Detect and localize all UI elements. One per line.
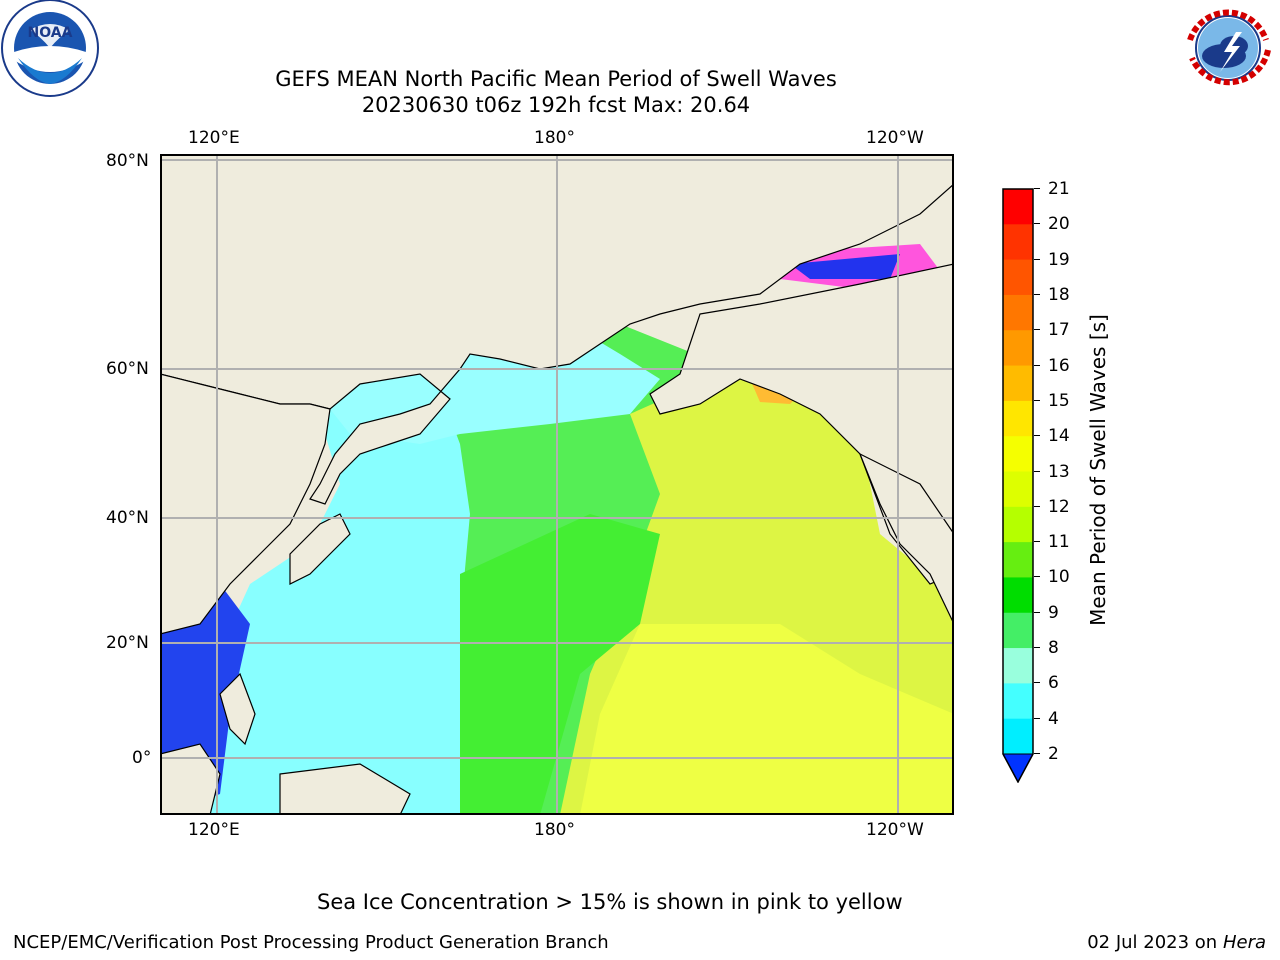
- lat-label-40n: 40°N: [106, 508, 149, 528]
- colorbar-tick-mark: [1034, 717, 1040, 719]
- colorbar-swatch: [1003, 506, 1033, 543]
- colorbar-tick-mark: [1034, 223, 1040, 225]
- colorbar-swatch: [1003, 577, 1033, 614]
- nws-logo: [1178, 0, 1280, 100]
- colorbar-tick-label: 12: [1048, 496, 1070, 517]
- land-asia-mainland: [160, 373, 331, 635]
- colorbar-tick-mark: [1034, 753, 1040, 754]
- noaa-logo-text: NOAA: [28, 25, 73, 41]
- plot-title-line1: GEFS MEAN North Pacific Mean Period of S…: [275, 67, 837, 91]
- colorbar-tick-mark: [1034, 364, 1040, 366]
- colorbar-tick-mark: [1034, 647, 1040, 649]
- lat-label-60n: 60°N: [106, 359, 149, 379]
- land-new-guinea: [279, 763, 411, 815]
- colorbar-tick-label: 8: [1048, 638, 1059, 659]
- colorbar-tick-label: 6: [1048, 673, 1059, 694]
- colorbar-tick-label: 11: [1048, 532, 1070, 553]
- colorbar-swatch: [1003, 259, 1033, 296]
- top-lon-label-120e: 120°E: [188, 128, 240, 148]
- colorbar-tick-label: 4: [1048, 708, 1059, 729]
- ocean-green-central: [460, 514, 660, 815]
- colorbar-swatch: [1003, 400, 1033, 437]
- colorbar-tick-mark: [1034, 541, 1040, 543]
- lat-label-0: 0°: [132, 748, 152, 768]
- colorbar-tick-label: 9: [1048, 602, 1059, 623]
- colorbar-swatch: [1003, 542, 1033, 578]
- bottom-lon-label-120w: 120°W: [866, 820, 924, 840]
- colorbar-tick-mark: [1034, 611, 1040, 613]
- ocean-cyan-west: [200, 364, 470, 815]
- colorbar-tick-mark: [1034, 293, 1040, 295]
- colorbar-swatch: [1003, 330, 1033, 367]
- colorbar-tick-label: 17: [1048, 320, 1070, 341]
- colorbar-label: Mean Period of Swell Waves [s]: [1086, 314, 1110, 626]
- land-japan: [289, 513, 351, 585]
- colorbar-swatch: [1003, 436, 1033, 472]
- colorbar-tick-mark: [1034, 329, 1040, 331]
- colorbar-swatch: [1003, 718, 1033, 755]
- footer-host: Hera: [1222, 932, 1266, 953]
- top-lon-label-120w: 120°W: [866, 128, 924, 148]
- land-philippines: [219, 672, 256, 746]
- ocean-yellow-southeast: [580, 624, 954, 815]
- colorbar-tick-mark: [1034, 470, 1040, 472]
- graticule: [160, 154, 954, 815]
- colorbar-swatches: [1002, 188, 1034, 784]
- footer-date-text: 02 Jul 2023 on: [1087, 932, 1223, 953]
- land-borneo: [160, 743, 221, 815]
- colorbar-tick-mark: [1034, 188, 1040, 189]
- colorbar-tick-mark: [1034, 576, 1040, 578]
- sea-ice-note: Sea Ice Concentration > 15% is shown in …: [317, 890, 903, 914]
- colorbar-tick-mark: [1034, 682, 1040, 684]
- map-panel: [160, 154, 954, 815]
- colorbar-tick-mark: [1034, 435, 1040, 437]
- colorbar-under-triangle: [1002, 753, 1034, 784]
- top-lon-label-180: 180°: [534, 128, 575, 148]
- colorbar: [1002, 188, 1034, 784]
- colorbar-tick-mark: [1034, 258, 1040, 260]
- colorbar-tick-label: 20: [1048, 214, 1070, 235]
- colorbar-tick-label: 15: [1048, 390, 1070, 411]
- colorbar-swatch: [1003, 294, 1033, 331]
- colorbar-swatch: [1003, 224, 1033, 261]
- bottom-lon-label-180: 180°: [534, 820, 575, 840]
- sea-ice-beaufort-core: [790, 254, 900, 279]
- colorbar-swatch: [1003, 189, 1033, 225]
- colorbar-tick-label: 18: [1048, 284, 1070, 305]
- colorbar-swatch: [1003, 471, 1033, 508]
- colorbar-tick-label: 16: [1048, 355, 1070, 376]
- colorbar-tick-label: 14: [1048, 426, 1070, 447]
- plot-title-line2: 20230630 t06z 192h fcst Max: 20.64: [361, 93, 751, 117]
- bottom-lon-label-120e: 120°E: [188, 820, 240, 840]
- colorbar-tick-label: 13: [1048, 461, 1070, 482]
- land-north-america: [858, 452, 954, 625]
- colorbar-tick-label: 2: [1048, 744, 1059, 764]
- colorbar-swatch: [1003, 365, 1033, 402]
- footer-date: 02 Jul 2023 on Hera: [1087, 932, 1266, 953]
- footer-credit: NCEP/EMC/Verification Post Processing Pr…: [13, 932, 609, 953]
- colorbar-tick-mark: [1034, 505, 1040, 507]
- colorbar-tick-label: 21: [1048, 179, 1070, 199]
- noaa-logo: NOAA: [0, 0, 104, 100]
- lat-label-20n: 20°N: [106, 633, 149, 653]
- land-alaska: [649, 263, 954, 585]
- colorbar-swatch: [1003, 612, 1033, 649]
- lat-label-80n: 80°N: [106, 151, 149, 171]
- colorbar-tick-label: 10: [1048, 567, 1070, 588]
- colorbar-tick-label: 19: [1048, 249, 1070, 270]
- colorbar-ticks: 21 20 19 18 17 16 15 14 13 12 11 10 9 8 6 4 2: [1034, 179, 1080, 768]
- swell-period-map: [160, 154, 954, 815]
- colorbar-swatch: [1003, 683, 1033, 720]
- colorbar-swatch: [1003, 648, 1033, 684]
- colorbar-tick-mark: [1034, 399, 1040, 401]
